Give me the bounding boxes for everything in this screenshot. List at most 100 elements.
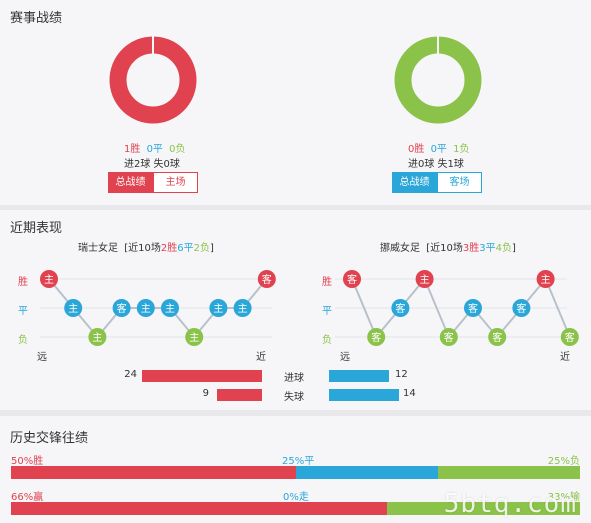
form-point-label: 主: [213, 303, 223, 315]
form-point-label: 主: [541, 274, 551, 286]
away-recent-heading: 挪威女足 [近10场3胜3平4负]: [380, 239, 516, 254]
form-point: [136, 299, 155, 317]
home-record-summary: 1胜 0平 0负: [124, 140, 186, 155]
away-conceded-value: 14: [403, 388, 416, 399]
scored-label: 进球: [284, 373, 304, 384]
form-point: [161, 299, 179, 317]
form-point: [560, 328, 579, 346]
form-point: [415, 270, 434, 288]
away-near-label: 近: [560, 352, 570, 363]
away-record-summary: 0胜 0平 1负: [408, 140, 470, 155]
form-point-label: 主: [189, 332, 199, 344]
form-point: [64, 299, 83, 317]
form-point: [512, 299, 531, 317]
away-far-label: 远: [340, 352, 350, 363]
recent-panel: 近期表现 瑞士女足 [近10场2胜6平2负] 挪威女足 [近10场3胜3平4负]…: [0, 210, 591, 410]
form-point-label: 客: [468, 302, 478, 315]
away-recent-suffix: ]: [511, 243, 516, 254]
away-recent-prefix: [近10场: [426, 243, 463, 254]
history-row2-left: 66%赢: [11, 492, 44, 503]
away-tab-total[interactable]: 总战绩: [392, 172, 437, 193]
form-point: [464, 299, 482, 317]
home-form-chart: 主主主客主主主主 主客: [40, 270, 276, 346]
form-point-label: 客: [492, 331, 502, 344]
away-row-label-lose: 负: [322, 335, 332, 346]
form-point-label: 客: [371, 331, 381, 344]
record-panel: 赛事战绩 1胜 0平 0负 进2球 失0球 总战绩 主场 0胜 0平 1负 进0…: [0, 0, 591, 205]
form-point: [233, 299, 252, 317]
home-recent-losses: 2负: [193, 243, 210, 254]
form-point-label: 主: [165, 303, 175, 315]
form-point-label: 主: [68, 303, 78, 315]
home-draw-count: 0平: [146, 144, 163, 155]
home-row-label-lose: 负: [18, 335, 28, 346]
away-row-label-win: 胜: [322, 277, 332, 288]
away-draw-count: 0平: [430, 144, 447, 155]
form-point-label: 客: [117, 302, 127, 315]
form-point-label: 主: [92, 332, 102, 344]
away-scored-value: 12: [395, 369, 408, 380]
away-row-label-draw: 平: [322, 306, 332, 317]
away-lose-count: 1负: [453, 144, 470, 155]
form-point: [367, 328, 386, 346]
history-title: 历史交锋往绩: [10, 431, 89, 446]
home-near-label: 近: [256, 352, 266, 363]
away-team-name: 挪威女足: [380, 243, 420, 254]
history-panel: 历史交锋往绩 50%胜 25%平 25%负 66%赢 0%走 33%输 5btq…: [0, 416, 591, 523]
form-point: [343, 270, 361, 288]
home-tab-total[interactable]: 总战绩: [108, 172, 153, 193]
home-recent-prefix: [近10场: [124, 243, 161, 254]
record-title: 赛事战绩: [10, 11, 63, 26]
form-point: [185, 328, 204, 346]
away-recent-wins: 3胜: [462, 243, 480, 254]
form-point-label: 客: [347, 273, 357, 286]
history-row2-mid: 0%走: [283, 492, 309, 503]
away-donut-chart: [394, 36, 482, 124]
home-scored-value: 24: [124, 369, 137, 380]
home-recent-suffix: ]: [209, 243, 214, 254]
home-goals-summary: 进2球 失0球: [124, 159, 180, 170]
history-row1-draw-bar: [295, 466, 438, 479]
form-line: [48, 278, 268, 339]
form-point-label: 客: [565, 331, 575, 344]
recent-title: 近期表现: [10, 221, 63, 236]
history-row1-lose-bar: [437, 466, 580, 479]
form-point-label: 主: [420, 274, 430, 286]
home-row-label-draw: 平: [18, 306, 28, 317]
form-point: [391, 299, 410, 317]
away-conceded-bar: [329, 389, 399, 401]
history-row2-lose-bar: [386, 502, 580, 515]
away-donut-ring: [394, 36, 482, 124]
form-point: [40, 270, 58, 288]
home-conceded-value: 9: [202, 388, 209, 399]
history-row2-win-bar: [11, 502, 387, 515]
home-tab-home[interactable]: 主场: [153, 172, 198, 193]
history-row1-right: 25%负: [547, 456, 580, 467]
home-lose-count: 0负: [169, 144, 186, 155]
form-point-label: 主: [238, 303, 248, 315]
home-donut-chart: [109, 36, 197, 124]
away-recent-draws: 3平: [479, 243, 496, 254]
home-donut-ring: [109, 36, 197, 124]
history-row2-right: 33%输: [547, 492, 580, 503]
form-point: [439, 328, 458, 346]
home-team-name: 瑞士女足: [78, 243, 118, 254]
form-point: [88, 328, 107, 346]
form-point-label: 主: [141, 303, 151, 315]
home-scored-bar: [142, 370, 262, 382]
home-recent-draws: 6平: [177, 243, 194, 254]
away-goals-summary: 进0球 失1球: [408, 159, 464, 170]
conceded-label: 失球: [284, 392, 304, 403]
away-tab-away[interactable]: 客场: [437, 172, 482, 193]
home-recent-wins: 2胜: [160, 243, 178, 254]
form-point: [209, 299, 228, 317]
form-point-label: 主: [44, 274, 54, 286]
form-line: [351, 277, 571, 339]
watermark-logo: 5btq.com: [443, 489, 577, 519]
history-row1-left: 50%胜: [11, 456, 44, 467]
form-point-label: 客: [395, 302, 405, 315]
away-recent-losses: 4负: [495, 243, 512, 254]
form-point: [488, 328, 507, 346]
form-point: [112, 299, 131, 317]
